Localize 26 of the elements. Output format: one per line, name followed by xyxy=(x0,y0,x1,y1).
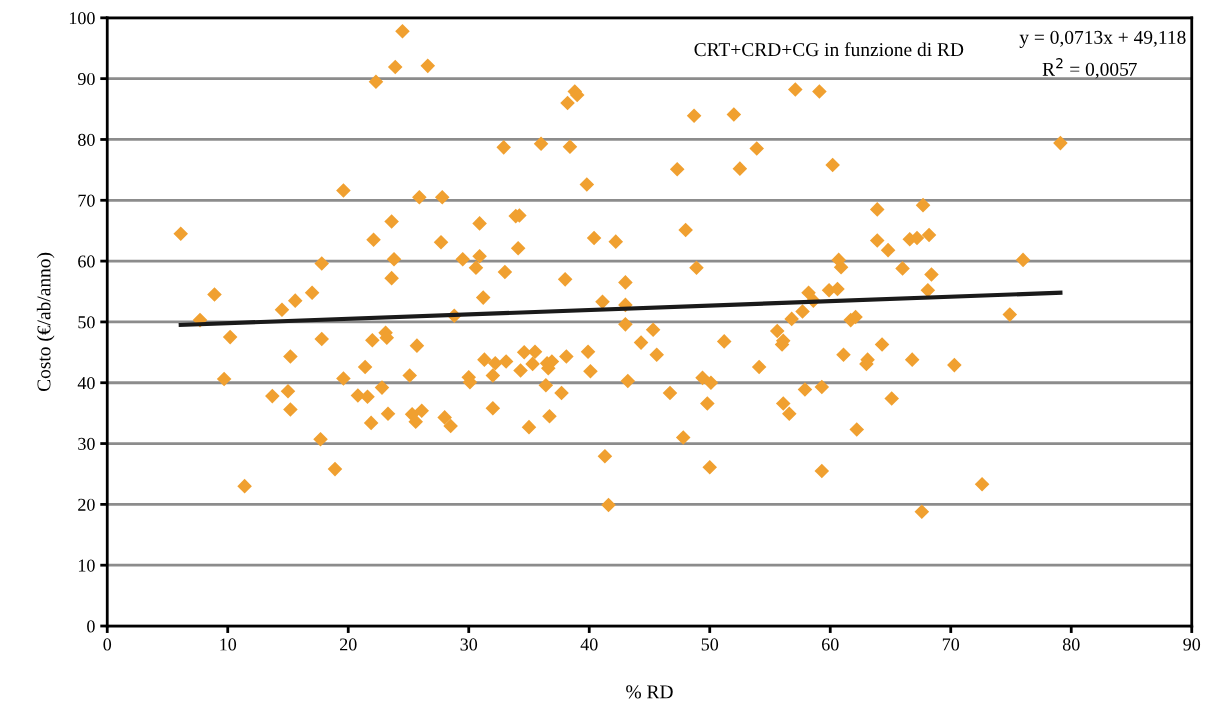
x-tick-label: 10 xyxy=(220,638,237,651)
y-tick-label: 90 xyxy=(77,72,95,86)
x-tick-label: 40 xyxy=(580,638,598,651)
y-tick-label: 70 xyxy=(78,194,95,207)
y-tick-label: 60 xyxy=(78,255,95,268)
x-tick-label: 80 xyxy=(1062,638,1080,651)
y-tick-label: 10 xyxy=(78,559,95,572)
x-tick-label: 50 xyxy=(701,638,719,651)
y-axis-title: Costo (€/ab/anno) xyxy=(36,252,55,392)
x-tick-label: 90 xyxy=(1183,638,1201,651)
annotation: y = 0,0713x + 49,118 xyxy=(1019,30,1186,48)
annotation: R$^{2}$ = 0,0057 xyxy=(1042,58,1137,79)
x-tick-label: 70 xyxy=(942,638,960,651)
x-axis-title: % RD xyxy=(626,685,673,699)
y-tick-label: 80 xyxy=(78,133,95,146)
y-tick-label: 50 xyxy=(78,316,95,329)
x-tick-label: 20 xyxy=(340,638,357,651)
annotation: CRT+CRD+CG in funzione di RD xyxy=(694,42,964,57)
y-tick-label: 30 xyxy=(78,437,95,450)
x-tick-label: 30 xyxy=(460,638,478,651)
x-tick-label: 0 xyxy=(103,638,112,651)
y-tick-label: 100 xyxy=(69,12,95,25)
y-tick-label: 20 xyxy=(78,498,95,511)
y-tick-label: 0 xyxy=(87,620,95,633)
y-tick-label: 40 xyxy=(77,377,95,390)
x-tick-label: 60 xyxy=(821,638,839,651)
